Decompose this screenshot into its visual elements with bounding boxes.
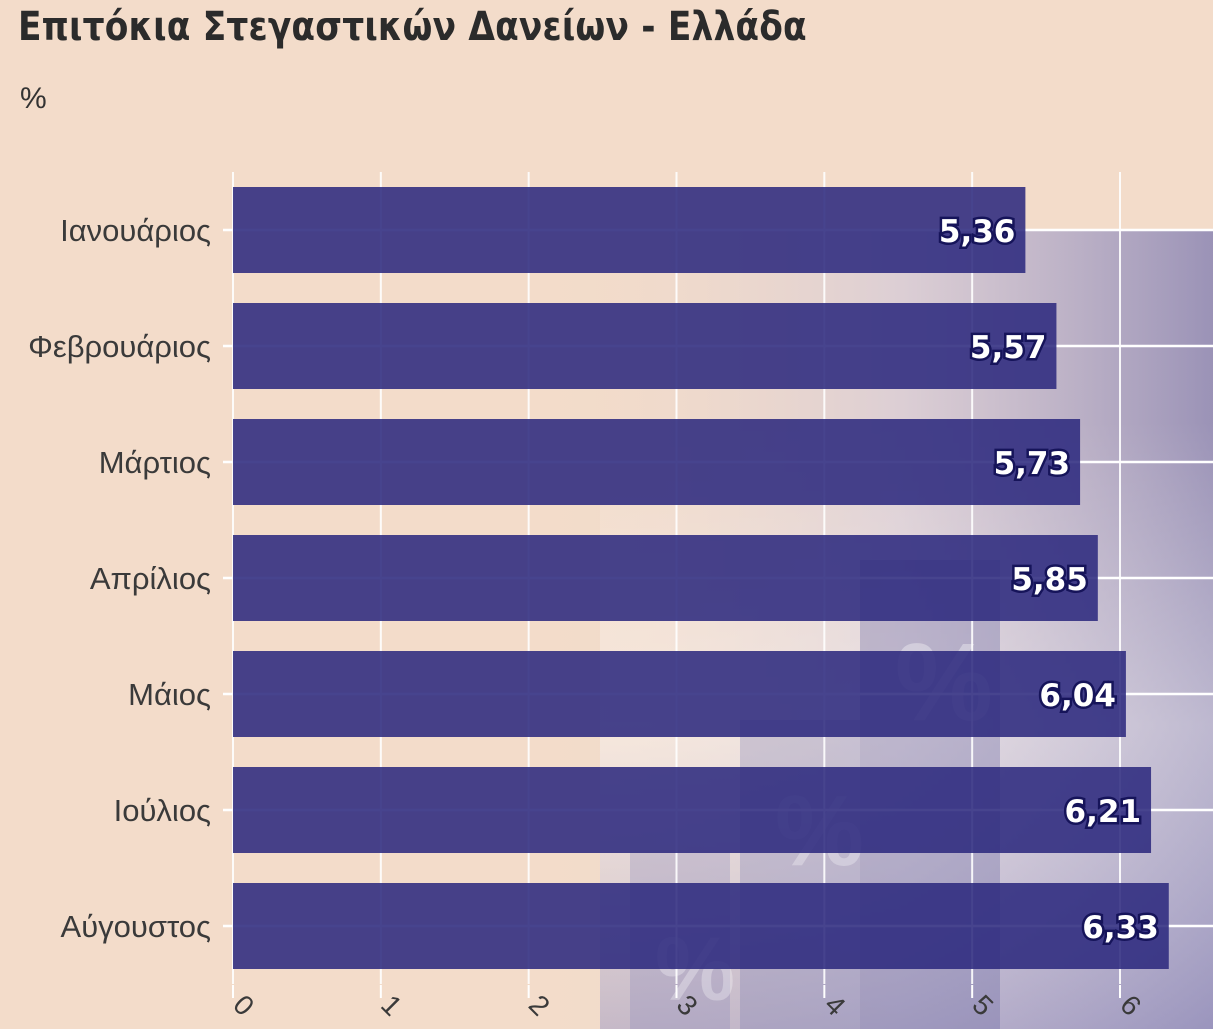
value-label-1: 5,57 — [970, 330, 1047, 366]
bar-1 — [233, 303, 1057, 389]
bar-0 — [233, 187, 1026, 273]
value-label-0: 5,36 — [939, 214, 1016, 250]
bar-5 — [233, 767, 1152, 853]
bar-6 — [233, 883, 1169, 969]
bar-2 — [233, 419, 1081, 505]
category-label-4: Μάιος — [128, 677, 211, 712]
value-label-4: 6,04 — [1039, 678, 1116, 714]
category-label-0: Ιανουάριος — [60, 213, 211, 248]
chart-title: Επιτόκια Στεγαστικών Δανείων - Ελλάδα — [18, 4, 807, 50]
value-label-5: 6,21 — [1065, 794, 1142, 830]
category-label-2: Μάρτιος — [99, 445, 211, 480]
category-label-3: Απρίλιος — [90, 561, 211, 596]
bar-3 — [233, 535, 1098, 621]
category-label-1: Φεβρουάριος — [28, 329, 211, 364]
category-label-6: Αύγουστος — [61, 909, 211, 944]
bars — [233, 187, 1169, 969]
unit-label: % — [20, 82, 47, 115]
labels: Ιανουάριος 5,36 Φεβρουάριος 5,57 Μάρτιος 5,73… — [28, 212, 1161, 949]
category-label-5: Ιούλιος — [114, 793, 211, 828]
value-label-2: 5,73 — [994, 446, 1071, 482]
value-label-3: 5,85 — [1011, 562, 1088, 598]
value-label-6: 6,33 — [1082, 910, 1159, 946]
bar-4 — [233, 651, 1126, 737]
